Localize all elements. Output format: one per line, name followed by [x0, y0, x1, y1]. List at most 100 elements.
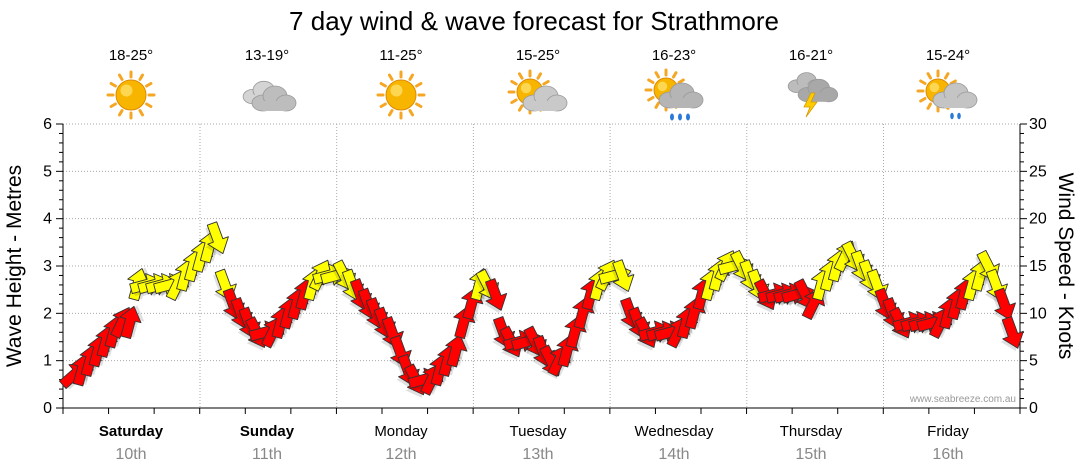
sun-ray: [109, 82, 117, 88]
left-tick-label: 6: [43, 116, 52, 133]
right-tick-label: 0: [1029, 400, 1038, 417]
day-date-label: 10th: [115, 446, 146, 463]
wind-arrow-body: [445, 334, 468, 368]
rain-drop: [686, 113, 690, 121]
left-tick-label: 4: [43, 211, 52, 228]
storm-icon: [787, 72, 839, 118]
wind-arrow: [610, 259, 635, 295]
sun-ray: [654, 101, 660, 109]
partly-cloudy-showers-icon: [916, 69, 978, 120]
sun-ray: [647, 96, 655, 102]
sun-ray: [379, 82, 387, 88]
left-tick-label: 1: [43, 353, 52, 370]
sun-ray: [677, 78, 685, 84]
sun-ray: [949, 79, 957, 85]
right-tick-label: 30: [1029, 116, 1047, 133]
sun-glint: [520, 82, 532, 94]
wind-arrow: [119, 305, 145, 340]
sun-disc: [385, 79, 417, 111]
sun-ray: [542, 80, 550, 86]
lightning-bolt: [803, 92, 818, 118]
right-tick-label: 10: [1029, 305, 1047, 322]
weather-row: 18-25° 13-19° 11-25° 15-25° 16-23° 16-21° 15-2…: [106, 47, 978, 121]
temperature-label: 15-25°: [516, 47, 560, 64]
sun-ray: [926, 72, 932, 80]
cloudy-icon: [242, 80, 297, 112]
sun-ray: [536, 72, 542, 80]
chart-title: 7 day wind & wave forecast for Strathmor…: [289, 6, 779, 36]
day-name-label: Thursday: [780, 423, 843, 440]
wind-arrow-body: [1001, 316, 1024, 349]
day-date-label: 16th: [932, 446, 963, 463]
temperature-label: 11-25°: [379, 47, 422, 64]
day-name-label: Friday: [927, 423, 969, 440]
sun-glint: [390, 84, 403, 97]
right-axis-label: Wind Speed - Knots: [1054, 173, 1077, 360]
left-tick-label: 5: [43, 163, 52, 180]
left-tick-label: 0: [43, 400, 52, 417]
sun-ray: [138, 109, 144, 117]
left-tick-label: 3: [43, 258, 52, 275]
day-name-label: Sunday: [240, 423, 295, 440]
sun-ray: [919, 79, 927, 85]
cloud-base: [263, 101, 286, 111]
day-date-label: 11th: [252, 446, 282, 463]
wind-arrow-body: [485, 278, 508, 311]
temperature-label: 13-19°: [245, 47, 289, 64]
sun-ray: [518, 104, 524, 112]
sun-ray: [415, 102, 423, 108]
sun-ray: [944, 72, 950, 80]
wind-arrow-body: [206, 221, 229, 255]
cloud-base: [808, 92, 829, 102]
rain-drop: [950, 112, 954, 120]
right-tick-label: 20: [1029, 211, 1047, 228]
day-date-label: 14th: [658, 446, 689, 463]
sun-ray: [145, 82, 153, 88]
wind-arrow-body: [612, 259, 635, 292]
wind-arrows: [59, 221, 1024, 398]
cloud-base: [670, 98, 693, 108]
sun-disc: [115, 79, 147, 111]
day-labels: Saturday 10th Sunday 11th Monday 12th Tuesday 1…: [99, 423, 969, 463]
cloud-base: [534, 101, 557, 111]
temperature-label: 15-24°: [926, 47, 970, 64]
sun-ray: [647, 78, 655, 84]
wind-arrow: [205, 221, 229, 257]
left-tick-label: 2: [43, 305, 52, 322]
axes: 0 1 2 3 4 5 6 0 5 10 15 20 25 30: [43, 116, 1047, 417]
wind-arrow-body: [119, 305, 142, 340]
day-date-label: 15th: [795, 446, 826, 463]
day-name-label: Tuesday: [510, 423, 567, 440]
sun-ray: [379, 102, 387, 108]
sun-ray: [415, 82, 423, 88]
day-name-label: Wednesday: [635, 423, 714, 440]
rain-drop: [678, 113, 682, 121]
sun-ray: [654, 71, 660, 79]
right-tick-label: 5: [1029, 353, 1038, 370]
right-tick-label: 15: [1029, 258, 1047, 275]
showers-icon: [644, 68, 704, 121]
left-axis-label: Wave Height - Metres: [3, 165, 26, 367]
sun-ray: [672, 71, 678, 79]
rain-drop: [670, 113, 674, 121]
sun-glint: [657, 81, 668, 92]
day-date-label: 12th: [385, 446, 416, 463]
sun-ray: [926, 102, 932, 110]
day-date-label: 13th: [522, 446, 553, 463]
sun-ray: [118, 109, 124, 117]
sun-ray: [388, 73, 394, 81]
rain-drop: [957, 112, 961, 120]
wind-arrow-body: [993, 287, 1016, 321]
sun-ray: [118, 73, 124, 81]
sun-glint: [929, 82, 940, 93]
sun-ray: [510, 80, 518, 86]
sun-ray: [388, 109, 394, 117]
wind-arrow: [483, 278, 508, 314]
sun-ray: [919, 97, 927, 103]
wind-arrow: [445, 333, 471, 368]
temperature-label: 16-21°: [789, 47, 833, 64]
sun-ray: [109, 102, 117, 108]
credit-text: www.seabreeze.com.au: [909, 394, 1016, 405]
day-name-label: Saturday: [99, 423, 164, 440]
